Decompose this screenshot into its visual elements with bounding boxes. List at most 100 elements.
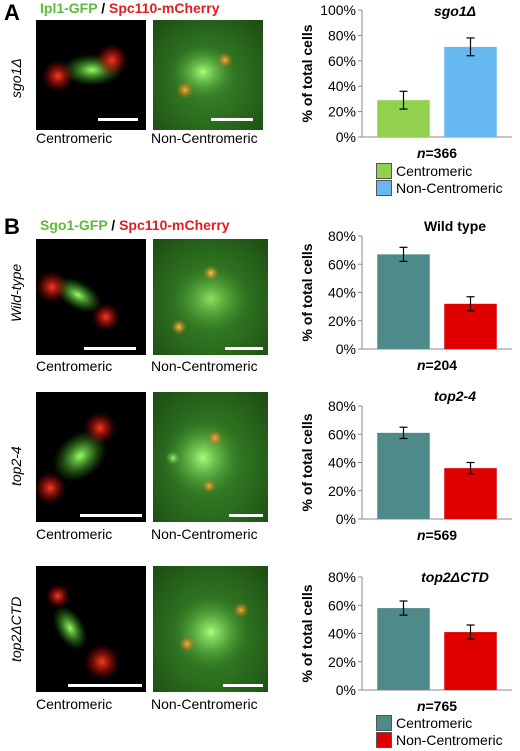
chart-title: top2ΔCTD (421, 569, 489, 585)
scale-bar (68, 684, 142, 687)
micrograph-a-centromeric-art (42, 44, 128, 92)
n-label: n=366 (417, 145, 457, 161)
legend-b-item: Non-Centromeric (376, 731, 503, 748)
legend-a-item: Centromeric (376, 162, 503, 179)
caption-top2dctd-centromeric: Centromeric (36, 696, 113, 712)
header-mcherry-label: Spc110-mCherry (108, 0, 220, 16)
y-tick-label: 80% (328, 228, 356, 244)
n-label: n=569 (417, 527, 457, 543)
caption-wt-noncentromeric: Non-Centromeric (151, 358, 258, 374)
n-value: =204 (426, 357, 458, 373)
header-separator: / (97, 0, 109, 16)
scale-bar (211, 118, 253, 121)
chart-title: top2-4 (434, 388, 476, 404)
micrograph-wt-centromeric-art (36, 271, 120, 331)
caption-top2dctd-noncentromeric: Non-Centromeric (151, 696, 258, 712)
y-axis-label: % of total cells (299, 584, 315, 682)
panel-letter-b: B (4, 214, 20, 239)
legend-b-label: Non-Centromeric (396, 731, 503, 748)
n-label: n=204 (417, 357, 457, 373)
panel-a-header: Ipl1-GFP / Spc110-mCherry (40, 0, 220, 16)
panel-b-header: Sgo1-GFP / Spc110-mCherry (40, 217, 230, 233)
y-tick-label: 80% (328, 27, 356, 43)
legend-a-label: Centromeric (396, 162, 473, 179)
micrograph-wt-noncentromeric (153, 239, 268, 355)
bar (377, 254, 430, 349)
y-axis-label: % of total cells (299, 24, 315, 122)
y-tick-label: 0% (336, 682, 356, 698)
y-tick-label: 20% (328, 654, 356, 670)
y-tick-label: 20% (328, 483, 356, 499)
legend-a-label: Non-Centromeric (396, 179, 503, 196)
scale-bar (84, 347, 136, 350)
caption-a-centromeric: Centromeric (36, 130, 113, 146)
legend-b-swatch (376, 731, 392, 748)
y-tick-label: 0% (336, 129, 356, 145)
scale-bar (229, 514, 263, 517)
micrograph-wt-noncentromeric-art (171, 265, 251, 335)
y-tick-label: 60% (328, 256, 356, 272)
micrograph-top2-4-noncentromeric-art (163, 418, 243, 498)
caption-top2-4-noncentromeric: Non-Centromeric (151, 526, 258, 542)
y-tick-label: 60% (328, 426, 356, 442)
y-tick-label: 20% (328, 104, 356, 120)
micrograph-top2dctd-centromeric-art (46, 584, 120, 680)
y-tick-label: 80% (328, 398, 356, 414)
y-tick-label: 60% (328, 597, 356, 613)
micrograph-top2-4-noncentromeric (153, 392, 268, 522)
scale-bar (223, 684, 263, 687)
scale-bar (225, 347, 263, 350)
y-tick-label: 40% (328, 455, 356, 471)
n-value: =765 (426, 698, 458, 714)
header-gfp-label: Ipl1-GFP (40, 0, 98, 16)
n-value: =366 (426, 145, 458, 161)
chart-title: sgo1Δ (434, 3, 476, 19)
caption-a-noncentromeric: Non-Centromeric (151, 130, 258, 146)
panel-letter-a: A (4, 0, 20, 25)
n-symbol: n (417, 527, 426, 543)
y-tick-label: 20% (328, 313, 356, 329)
bar (377, 608, 430, 690)
legend-b: Centromeric Non-Centromeric (376, 714, 503, 748)
micrograph-top2dctd-noncentromeric-art (171, 594, 251, 670)
legend-a-swatch (376, 162, 392, 179)
legend-b-label: Centromeric (396, 714, 473, 731)
n-symbol: n (417, 145, 426, 161)
micrograph-a-noncentromeric-art (169, 44, 237, 100)
legend-b-swatch (376, 714, 392, 731)
y-tick-label: 40% (328, 78, 356, 94)
micrograph-a-noncentromeric (153, 20, 263, 130)
micrograph-top2-4-centromeric-art (36, 412, 116, 504)
bar (444, 46, 497, 137)
y-tick-label: 0% (336, 341, 356, 357)
chart-title: Wild type (424, 218, 486, 234)
bar (377, 432, 430, 519)
y-tick-label: 0% (336, 511, 356, 527)
micrograph-top2dctd-noncentromeric (153, 566, 268, 692)
micrograph-top2dctd-centromeric (36, 566, 146, 692)
n-label: n=765 (417, 698, 457, 714)
n-symbol: n (417, 357, 426, 373)
bar (444, 632, 497, 690)
caption-top2-4-centromeric: Centromeric (36, 526, 113, 542)
header-separator: / (107, 217, 120, 233)
y-tick-label: 100% (320, 2, 356, 18)
y-tick-label: 80% (328, 569, 356, 585)
legend-b-item: Centromeric (376, 714, 503, 731)
y-tick-label: 40% (328, 626, 356, 642)
y-axis-label: % of total cells (299, 243, 315, 341)
scale-bar (80, 514, 142, 517)
micrograph-wt-centromeric (36, 239, 146, 355)
n-symbol: n (417, 698, 426, 714)
header-gfp-label: Sgo1-GFP (40, 217, 108, 233)
header-mcherry-label: Spc110-mCherry (119, 217, 230, 233)
legend-a-item: Non-Centromeric (376, 179, 503, 196)
bar (444, 468, 497, 519)
legend-a-swatch (376, 179, 392, 196)
n-value: =569 (426, 527, 458, 543)
caption-wt-centromeric: Centromeric (36, 358, 113, 374)
y-axis-label: % of total cells (299, 413, 315, 511)
y-tick-label: 60% (328, 53, 356, 69)
legend-a: Centromeric Non-Centromeric (376, 162, 503, 196)
